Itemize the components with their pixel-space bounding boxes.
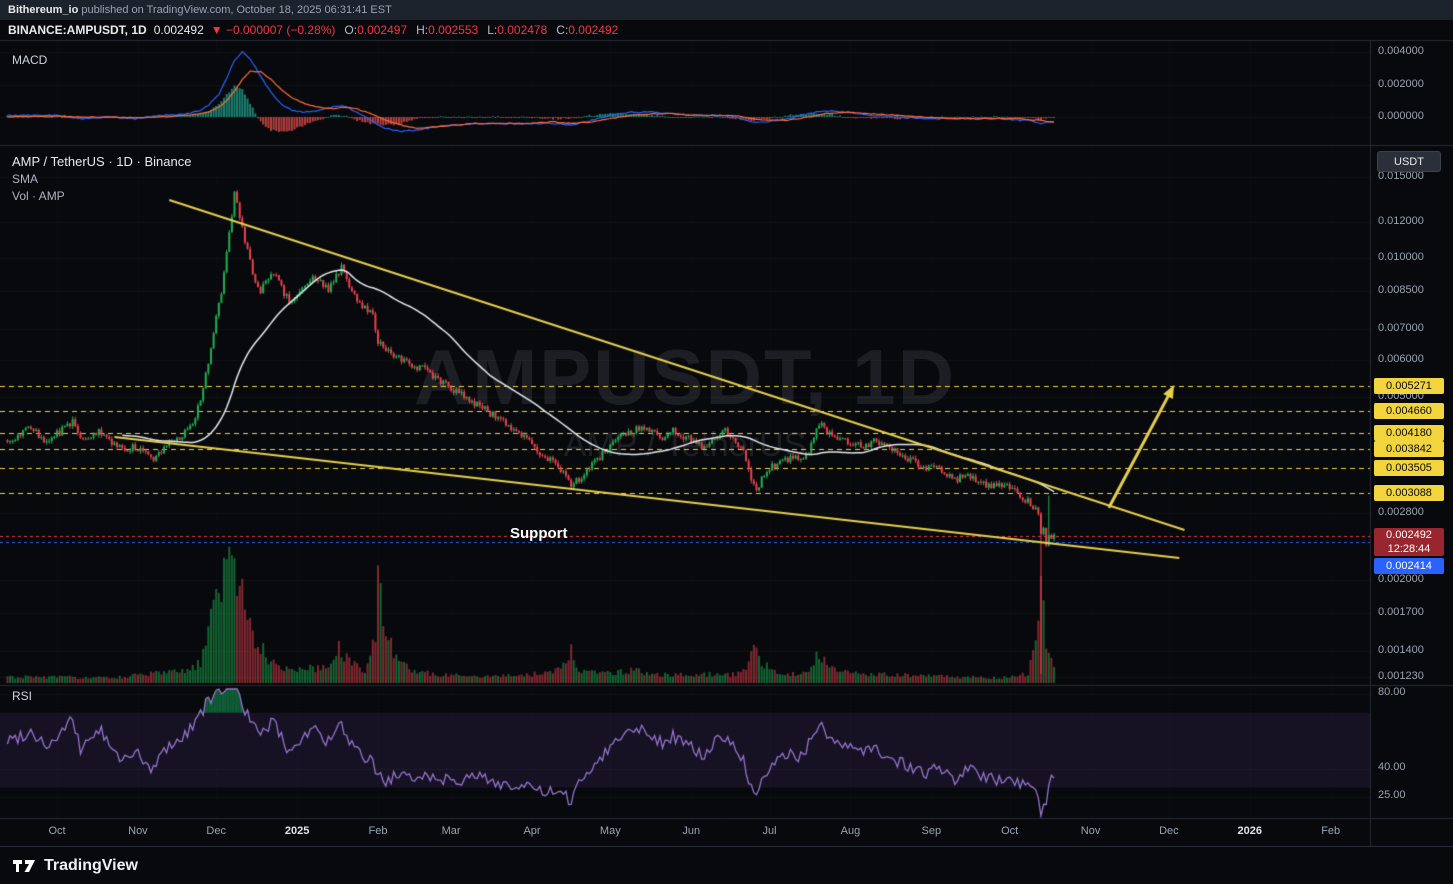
tradingview-logo-icon <box>13 859 35 872</box>
time-axis-month-label: Apr <box>523 825 541 837</box>
time-axis-month-label: Feb <box>368 825 388 837</box>
low-value: 0.002478 <box>497 23 548 37</box>
rsi-axis-label: 40.00 <box>1378 760 1406 773</box>
level-price-label: 0.005271 <box>1374 378 1444 395</box>
time-axis-month-label: Oct <box>1001 825 1019 837</box>
price-axis-label: 0.007000 <box>1378 322 1424 335</box>
macd-axis-label: 0.004000 <box>1378 45 1424 57</box>
symbol-title[interactable]: BINANCE:AMPUSDT, 1D <box>8 23 147 37</box>
time-axis-month-label: Jul <box>762 825 777 837</box>
price-axis-label: 0.006000 <box>1378 353 1424 366</box>
price-axis-label: 0.001230 <box>1378 670 1424 683</box>
macd-axis-label: 0.000000 <box>1378 110 1424 122</box>
close-label: C: <box>556 23 569 37</box>
open-value: 0.002497 <box>357 23 408 37</box>
price-axis-label: 0.015000 <box>1378 170 1424 183</box>
level-price-label: 0.004660 <box>1374 402 1444 419</box>
close-group: C:0.002492 <box>554 23 618 37</box>
time-axis-month-label: Aug <box>840 825 861 837</box>
price-change: ▼ −0.000007 (−0.28%) <box>211 23 336 37</box>
time-axis[interactable]: Oct Nov Dec 2025 Feb Mar Apr May Jun Jul Aug Sep Oct… <box>0 818 1370 846</box>
last-price-label: 0.002492 12:28:44 <box>1374 528 1444 556</box>
price-axis-label: 0.012000 <box>1378 214 1424 227</box>
level-price-label: 0.003088 <box>1374 485 1444 502</box>
price-axis-label: 0.001700 <box>1378 605 1424 618</box>
publish-info: published on TradingView.com, October 18… <box>78 4 392 16</box>
symbol-bar: BINANCE:AMPUSDT, 1D 0.002492 ▼ −0.000007… <box>0 20 1453 40</box>
level-price-label: 0.004180 <box>1374 424 1444 441</box>
level-price-label: 0.003842 <box>1374 441 1444 458</box>
time-axis-month-label: Nov <box>1080 825 1101 837</box>
support-annotation: Support <box>510 525 568 542</box>
publish-header: Bithereum_io published on TradingView.co… <box>0 0 1453 20</box>
tradingview-brand-text[interactable]: TradingView <box>44 856 138 874</box>
down-triangle-icon: ▼ <box>210 23 223 37</box>
high-value: 0.002553 <box>428 23 479 37</box>
time-axis-month-label: Dec <box>206 825 226 837</box>
rsi-axis-label: 25.00 <box>1378 789 1406 801</box>
chart-canvas[interactable] <box>0 0 1453 846</box>
time-axis-month-label: Oct <box>48 825 66 837</box>
footer-bar: TradingView <box>0 846 1453 884</box>
price-axis-label: 0.002800 <box>1378 505 1424 518</box>
open-group: O:0.002497 <box>342 23 407 37</box>
main-pane-title[interactable]: AMP / TetherUS · 1D · Binance <box>12 154 192 169</box>
close-value: 0.002492 <box>568 23 619 37</box>
time-axis-month-label: Mar <box>441 825 461 837</box>
low-label: L: <box>487 23 498 37</box>
price-axis-label: 0.010000 <box>1378 251 1424 264</box>
sma-legend: SMA <box>12 172 39 186</box>
countdown-text: 12:28:44 <box>1387 543 1431 555</box>
high-label: H: <box>416 23 429 37</box>
time-axis-month-label: Dec <box>1159 825 1179 837</box>
macd-axis-label: 0.002000 <box>1378 77 1424 90</box>
price-axis-label: 0.002000 <box>1378 573 1424 585</box>
last-price-text: 0.002492 <box>1386 529 1432 541</box>
open-label: O: <box>344 23 358 37</box>
last-price-value: 0.002492 <box>153 23 204 37</box>
level-price-label: 0.003505 <box>1374 459 1444 476</box>
alert-price-label: 0.002414 <box>1374 558 1444 574</box>
price-scale[interactable]: 0.004000 0.002000 0.000000 0.015000 0.012000… <box>1371 0 1453 846</box>
time-axis-month-label: Jun <box>682 825 701 837</box>
high-group: H:0.002553 <box>414 23 478 37</box>
price-axis-label: 0.001400 <box>1378 644 1424 657</box>
time-axis-month-label: May <box>599 825 621 837</box>
time-axis-year-label: 2025 <box>284 825 310 837</box>
time-axis-month-label: Sep <box>921 825 942 837</box>
change-text: −0.000007 (−0.28%) <box>225 23 336 37</box>
currency-toggle-usdt[interactable]: USDT <box>1377 151 1441 172</box>
price-axis-label: 0.008500 <box>1378 283 1424 296</box>
rsi-axis-label: 80.00 <box>1378 686 1406 698</box>
time-axis-month-label: Feb <box>1321 825 1341 837</box>
time-axis-month-label: Nov <box>128 825 148 837</box>
low-group: L:0.002478 <box>485 23 547 37</box>
macd-pane-label: MACD <box>12 53 48 67</box>
time-axis-year-label: 2026 <box>1237 825 1263 837</box>
volume-legend: Vol · AMP <box>12 189 65 203</box>
rsi-pane-label: RSI <box>12 689 33 703</box>
author-name: Bithereum_io <box>8 4 79 16</box>
